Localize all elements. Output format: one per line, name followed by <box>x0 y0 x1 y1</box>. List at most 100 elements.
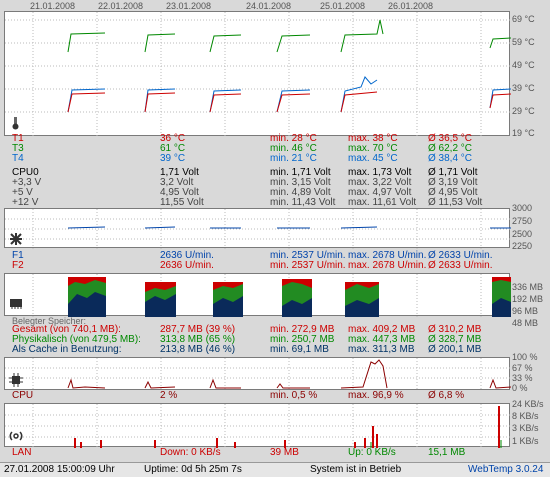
mem-max: max. 311,3 MB <box>348 344 415 355</box>
temp-name: T1 <box>12 133 24 144</box>
memory-icon <box>9 296 23 310</box>
status-bar: 27.01.2008 15:00:09 Uhr Uptime: 0d 5h 25… <box>0 462 550 477</box>
date-label: 25.01.2008 <box>320 1 366 11</box>
date-label: 23.01.2008 <box>166 1 212 11</box>
volt-value: 3,2 Volt <box>160 177 194 188</box>
volt-min: min. 3,15 Volt <box>270 177 331 188</box>
mem-value: 213,8 MB (46 %) <box>160 344 236 355</box>
lan-axis-label: 24 KB/s <box>512 399 544 409</box>
temp-min: min. 28 °C <box>270 133 317 144</box>
fan-name: F2 <box>12 260 24 271</box>
temp-name: T3 <box>12 143 24 154</box>
volt-max: max. 3,22 Volt <box>348 177 412 188</box>
cpu-name: CPU <box>12 390 34 401</box>
mem-name: Gesamt (von 740,1 MB): <box>12 324 121 335</box>
fan-value: 2636 U/min. <box>160 250 214 261</box>
temp-axis-label: 69 °C <box>512 14 535 24</box>
temp-value: 39 °C <box>160 153 186 164</box>
temp-axis-label: 29 °C <box>512 106 535 116</box>
temp-min: min. 46 °C <box>270 143 317 154</box>
webtemp-link[interactable]: WebTemp 3.0.24 <box>468 464 544 475</box>
cpu-axis-label: 33 % <box>512 373 533 383</box>
status-datetime: 27.01.2008 15:00:09 Uhr <box>4 464 115 475</box>
cpu-icon <box>9 373 23 387</box>
memory-title: Belegter Speicher: <box>12 316 87 326</box>
cpu-value: 2 % <box>160 390 178 401</box>
fan-plot <box>5 209 511 249</box>
fan-name: F1 <box>12 250 24 261</box>
temp-axis-label: 39 °C <box>512 83 535 93</box>
status-uptime: Uptime: 0d 5h 25m 7s <box>144 464 242 475</box>
network-icon <box>9 429 23 443</box>
date-label: 24.01.2008 <box>246 1 292 11</box>
mem-axis-label: 192 MB <box>512 294 544 304</box>
temp-value: 36 °C <box>160 133 186 144</box>
temp-max: max. 70 °C <box>348 143 398 154</box>
date-label: 22.01.2008 <box>98 1 144 11</box>
volt-min: min. 1,71 Volt <box>270 167 331 178</box>
lan-axis-label: 1 KB/s <box>512 436 539 446</box>
cpu-max: max. 96,9 % <box>348 390 404 401</box>
mem-min: min. 250,7 MB <box>270 334 335 345</box>
cpu-chart <box>4 357 511 391</box>
volt-name: +5 V <box>12 187 33 198</box>
lan-up-total: 15,1 MB <box>428 447 466 458</box>
temp-max: max. 45 °C <box>348 153 398 164</box>
fan-axis-label: 2750 <box>512 216 533 226</box>
status-state: System ist in Betrieb <box>310 464 402 475</box>
mem-avg: Ø 328,7 MB <box>428 334 482 345</box>
temp-avg: Ø 36,5 °C <box>428 133 473 144</box>
temp-axis-label: 49 °C <box>512 60 535 70</box>
volt-min: min. 11,43 Volt <box>270 197 336 208</box>
mem-avg: Ø 200,1 MB <box>428 344 482 355</box>
memory-chart <box>4 273 511 317</box>
temp-max: max. 38 °C <box>348 133 398 144</box>
fan-avg: Ø 2633 U/min. <box>428 250 493 261</box>
volt-avg: Ø 4,95 Volt <box>428 187 478 198</box>
temp-avg: Ø 62,2 °C <box>428 143 473 154</box>
lan-up: Up: 0 KB/s <box>348 447 396 458</box>
cpu-min: min. 0,5 % <box>270 390 318 401</box>
temp-value: 61 °C <box>160 143 186 154</box>
cpu-plot <box>5 358 511 391</box>
mem-axis-label: 48 MB <box>512 318 539 328</box>
fan-icon <box>9 232 23 246</box>
fan-max: max. 2678 U/min. <box>348 260 427 271</box>
temp-name: T4 <box>12 153 24 164</box>
fan-value: 2636 U/min. <box>160 260 214 271</box>
mem-axis-label: 336 MB <box>512 282 544 292</box>
volt-min: min. 4,89 Volt <box>270 187 331 198</box>
fan-max: max. 2678 U/min. <box>348 250 427 261</box>
volt-max: max. 1,73 Volt <box>348 167 412 178</box>
fan-axis-label: 2250 <box>512 241 533 251</box>
lan-axis-label: 3 KB/s <box>512 423 539 433</box>
temp-min: min. 21 °C <box>270 153 317 164</box>
fan-min: min. 2537 U/min. <box>270 250 346 261</box>
mem-min: min. 272,9 MB <box>270 324 335 335</box>
cpu-axis-label: 67 % <box>512 363 533 373</box>
volt-value: 1,71 Volt <box>160 167 199 178</box>
fan-avg: Ø 2633 U/min. <box>428 260 493 271</box>
cpu-axis-label: 100 % <box>512 352 538 362</box>
volt-value: 11,55 Volt <box>160 197 204 208</box>
volt-name: +3,3 V <box>12 177 42 188</box>
temperature-plot <box>5 12 511 137</box>
volt-avg: Ø 3,19 Volt <box>428 177 478 188</box>
mem-avg: Ø 310,2 MB <box>428 324 482 335</box>
memory-plot <box>32 274 511 317</box>
mem-name: Physikalisch (von 479,5 MB): <box>12 334 141 345</box>
date-label: 26.01.2008 <box>388 1 434 11</box>
lan-down-total: 39 MB <box>270 447 299 458</box>
volt-max: max. 11,61 Volt <box>348 197 417 208</box>
temp-axis-label: 19 °C <box>512 128 535 138</box>
mem-value: 313,8 MB (65 %) <box>160 334 236 345</box>
mem-max: max. 447,3 MB <box>348 334 416 345</box>
lan-axis-label: 8 KB/s <box>512 411 539 421</box>
volt-name: +12 V <box>12 197 39 208</box>
mem-max: max. 409,2 MB <box>348 324 416 335</box>
cpu-avg: Ø 6,8 % <box>428 390 465 401</box>
volt-avg: Ø 1,71 Volt <box>428 167 478 178</box>
lan-name: LAN <box>12 447 32 458</box>
lan-chart <box>4 403 511 448</box>
cpu-axis-label: 0 % <box>512 383 528 393</box>
